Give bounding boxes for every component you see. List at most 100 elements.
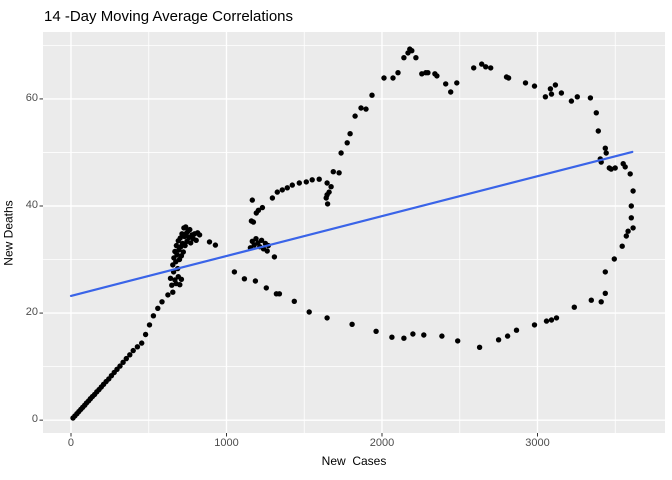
data-point	[602, 269, 608, 275]
trend-line-path	[69, 150, 634, 297]
data-point	[303, 179, 309, 185]
major-gridlines	[43, 32, 665, 433]
data-point	[349, 321, 355, 327]
data-point	[611, 256, 617, 262]
data-point	[389, 334, 395, 340]
data-point	[593, 110, 599, 116]
data-point	[165, 292, 171, 298]
data-point	[212, 242, 219, 248]
data-point	[269, 195, 276, 201]
data-point	[170, 289, 176, 295]
data-point	[306, 309, 312, 315]
data-point	[338, 150, 344, 156]
data-point	[603, 150, 609, 156]
data-point	[279, 187, 285, 193]
data-point	[255, 207, 262, 213]
data-point	[363, 106, 369, 112]
data-point	[390, 75, 396, 81]
data-point	[471, 65, 477, 71]
data-point	[505, 75, 512, 81]
y-axis-label: New Deaths	[2, 199, 16, 266]
trend-line	[69, 150, 634, 297]
data-point	[167, 275, 174, 281]
data-point	[574, 94, 580, 100]
data-point	[558, 90, 565, 96]
data-point	[409, 48, 415, 54]
data-point	[146, 322, 153, 328]
data-point	[258, 237, 265, 243]
data-point	[241, 276, 248, 282]
y-tick-label: 60	[25, 91, 38, 104]
data-point	[413, 55, 419, 61]
data-point	[628, 203, 634, 209]
data-point	[252, 278, 259, 284]
data-point	[274, 189, 280, 195]
data-point	[159, 299, 165, 305]
axis-tick-marks	[39, 98, 538, 437]
data-point	[522, 80, 529, 86]
data-point	[531, 83, 538, 89]
y-tick-label: 0	[31, 413, 38, 426]
data-point	[401, 335, 407, 341]
data-point	[504, 333, 511, 339]
data-point	[259, 204, 266, 211]
data-point	[568, 98, 575, 104]
data-point	[177, 235, 183, 241]
data-point	[547, 86, 554, 92]
data-point	[284, 185, 290, 191]
data-point	[381, 75, 387, 81]
data-point	[123, 355, 129, 362]
data-point	[264, 248, 270, 254]
data-point	[598, 299, 604, 305]
data-point	[352, 113, 358, 119]
data-point	[543, 318, 550, 324]
data-point	[309, 177, 315, 183]
data-point	[188, 240, 194, 246]
data-point	[439, 333, 445, 339]
data-point	[630, 188, 636, 194]
data-point	[623, 233, 629, 239]
x-tick-label: 0	[67, 437, 75, 449]
data-point	[323, 195, 329, 201]
data-point	[206, 239, 213, 245]
data-point	[187, 226, 193, 233]
data-point	[619, 243, 625, 249]
data-point	[336, 170, 342, 176]
x-tick-label: 1000	[214, 437, 239, 449]
data-point	[454, 80, 460, 86]
data-point	[434, 73, 440, 79]
data-point	[173, 242, 180, 249]
data-point	[548, 91, 555, 97]
data-point	[531, 322, 538, 328]
data-point	[178, 276, 185, 282]
data-point	[330, 169, 336, 175]
data-point	[421, 332, 427, 338]
data-point	[183, 224, 189, 230]
data-point	[273, 291, 280, 297]
data-point	[373, 328, 379, 334]
data-point	[117, 363, 123, 369]
data-point	[180, 249, 186, 255]
data-point	[553, 315, 560, 321]
data-point	[291, 298, 297, 304]
data-point	[249, 197, 255, 203]
data-point	[483, 64, 489, 70]
data-point	[296, 180, 302, 186]
data-point	[196, 232, 203, 238]
data-point	[627, 171, 633, 177]
data-point	[630, 225, 636, 231]
data-point	[612, 165, 618, 171]
data-point	[552, 82, 559, 88]
data-point	[401, 55, 407, 61]
data-point	[250, 219, 257, 225]
data-point	[324, 180, 330, 186]
data-point	[622, 164, 628, 170]
data-point	[344, 140, 350, 146]
data-point	[328, 184, 334, 190]
data-point	[263, 285, 269, 291]
data-point	[369, 92, 375, 98]
data-point	[479, 61, 485, 67]
data-point	[495, 337, 502, 343]
data-point	[289, 182, 295, 188]
data-point	[271, 254, 278, 260]
